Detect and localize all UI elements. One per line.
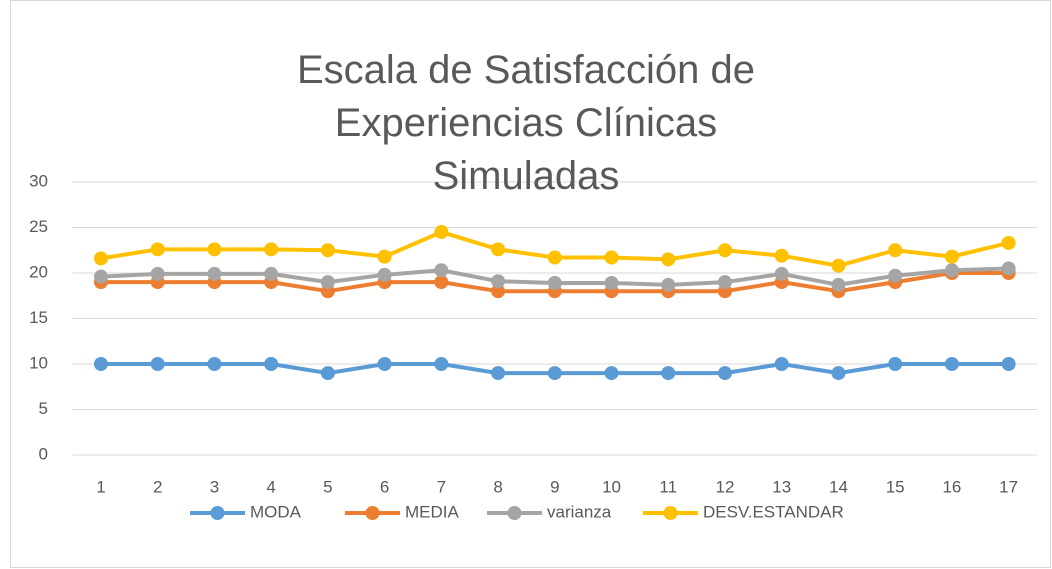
- y-tick-label: 5: [39, 399, 48, 418]
- x-tick-label: 6: [380, 477, 389, 496]
- data-point: [491, 242, 506, 257]
- data-point: [93, 269, 108, 284]
- x-tick-label: 15: [886, 477, 905, 496]
- x-tick-label: 10: [602, 477, 621, 496]
- y-tick-label: 30: [29, 171, 48, 190]
- data-point: [320, 243, 335, 258]
- data-point: [831, 258, 846, 273]
- y-tick-label: 0: [39, 444, 48, 463]
- x-tick-label: 1: [96, 477, 105, 496]
- data-point: [93, 357, 108, 371]
- data-point: [320, 366, 335, 381]
- data-point: [434, 275, 449, 290]
- data-point: [831, 277, 846, 292]
- y-tick-label: 20: [29, 262, 48, 281]
- x-tick-label: 17: [999, 477, 1018, 496]
- data-point: [604, 366, 619, 381]
- data-point: [264, 357, 279, 371]
- data-point: [1001, 235, 1016, 250]
- data-point: [264, 242, 279, 257]
- legend-marker: [365, 506, 380, 520]
- chart-title: Escala de Satisfacción de Experiencias C…: [296, 48, 756, 198]
- data-point: [717, 275, 732, 290]
- data-point: [434, 263, 449, 278]
- data-point: [150, 242, 165, 257]
- data-point: [491, 284, 506, 299]
- data-point: [150, 357, 165, 371]
- legend-label: DESV.ESTANDAR: [703, 502, 844, 521]
- x-tick-label: 8: [493, 477, 502, 496]
- data-point: [717, 366, 732, 381]
- data-point: [264, 266, 279, 281]
- data-point: [661, 366, 676, 381]
- legend-label: MEDIA: [405, 502, 460, 521]
- data-point: [491, 274, 506, 289]
- data-point: [377, 249, 392, 264]
- data-point: [888, 268, 903, 283]
- chart-border: [10, 0, 1051, 568]
- x-tick-label: 11: [659, 477, 677, 496]
- data-point: [944, 249, 959, 264]
- data-point: [831, 366, 846, 381]
- data-point: [491, 366, 506, 381]
- data-point: [717, 243, 732, 258]
- x-tick-label: 2: [153, 477, 162, 496]
- data-point: [774, 266, 789, 281]
- data-point: [150, 266, 165, 281]
- data-point: [888, 357, 903, 371]
- data-point: [604, 276, 619, 291]
- data-point: [661, 252, 676, 267]
- legend-label: varianza: [547, 502, 612, 521]
- data-point: [207, 266, 222, 281]
- data-point: [93, 251, 108, 266]
- data-point: [207, 242, 222, 257]
- data-point: [377, 267, 392, 282]
- legend-marker: [507, 506, 522, 520]
- data-point: [547, 250, 562, 265]
- data-point: [434, 225, 449, 240]
- x-tick-label: 13: [772, 477, 791, 496]
- data-point: [547, 366, 562, 381]
- data-point: [944, 263, 959, 278]
- x-tick-label: 7: [437, 477, 446, 496]
- data-point: [434, 357, 449, 371]
- legend-marker: [663, 506, 678, 520]
- x-tick-label: 3: [210, 477, 219, 496]
- x-tick-label: 16: [942, 477, 961, 496]
- y-tick-label: 25: [29, 217, 48, 236]
- legend-label: MODA: [250, 502, 302, 521]
- data-point: [320, 275, 335, 290]
- x-tick-label: 9: [550, 477, 559, 496]
- x-tick-label: 14: [829, 477, 848, 496]
- data-point: [774, 357, 789, 371]
- data-point: [377, 357, 392, 371]
- data-point: [661, 277, 676, 292]
- data-point: [1001, 357, 1016, 371]
- data-point: [207, 357, 222, 371]
- data-point: [604, 250, 619, 265]
- data-point: [774, 248, 789, 263]
- y-tick-label: 10: [29, 353, 48, 372]
- data-point: [944, 357, 959, 371]
- legend-marker: [210, 506, 225, 520]
- data-point: [888, 243, 903, 258]
- x-tick-label: 12: [716, 477, 735, 496]
- y-tick-label: 15: [29, 308, 48, 327]
- x-tick-label: 5: [323, 477, 332, 496]
- data-point: [1001, 261, 1016, 276]
- data-point: [547, 276, 562, 291]
- x-tick-label: 4: [266, 477, 275, 496]
